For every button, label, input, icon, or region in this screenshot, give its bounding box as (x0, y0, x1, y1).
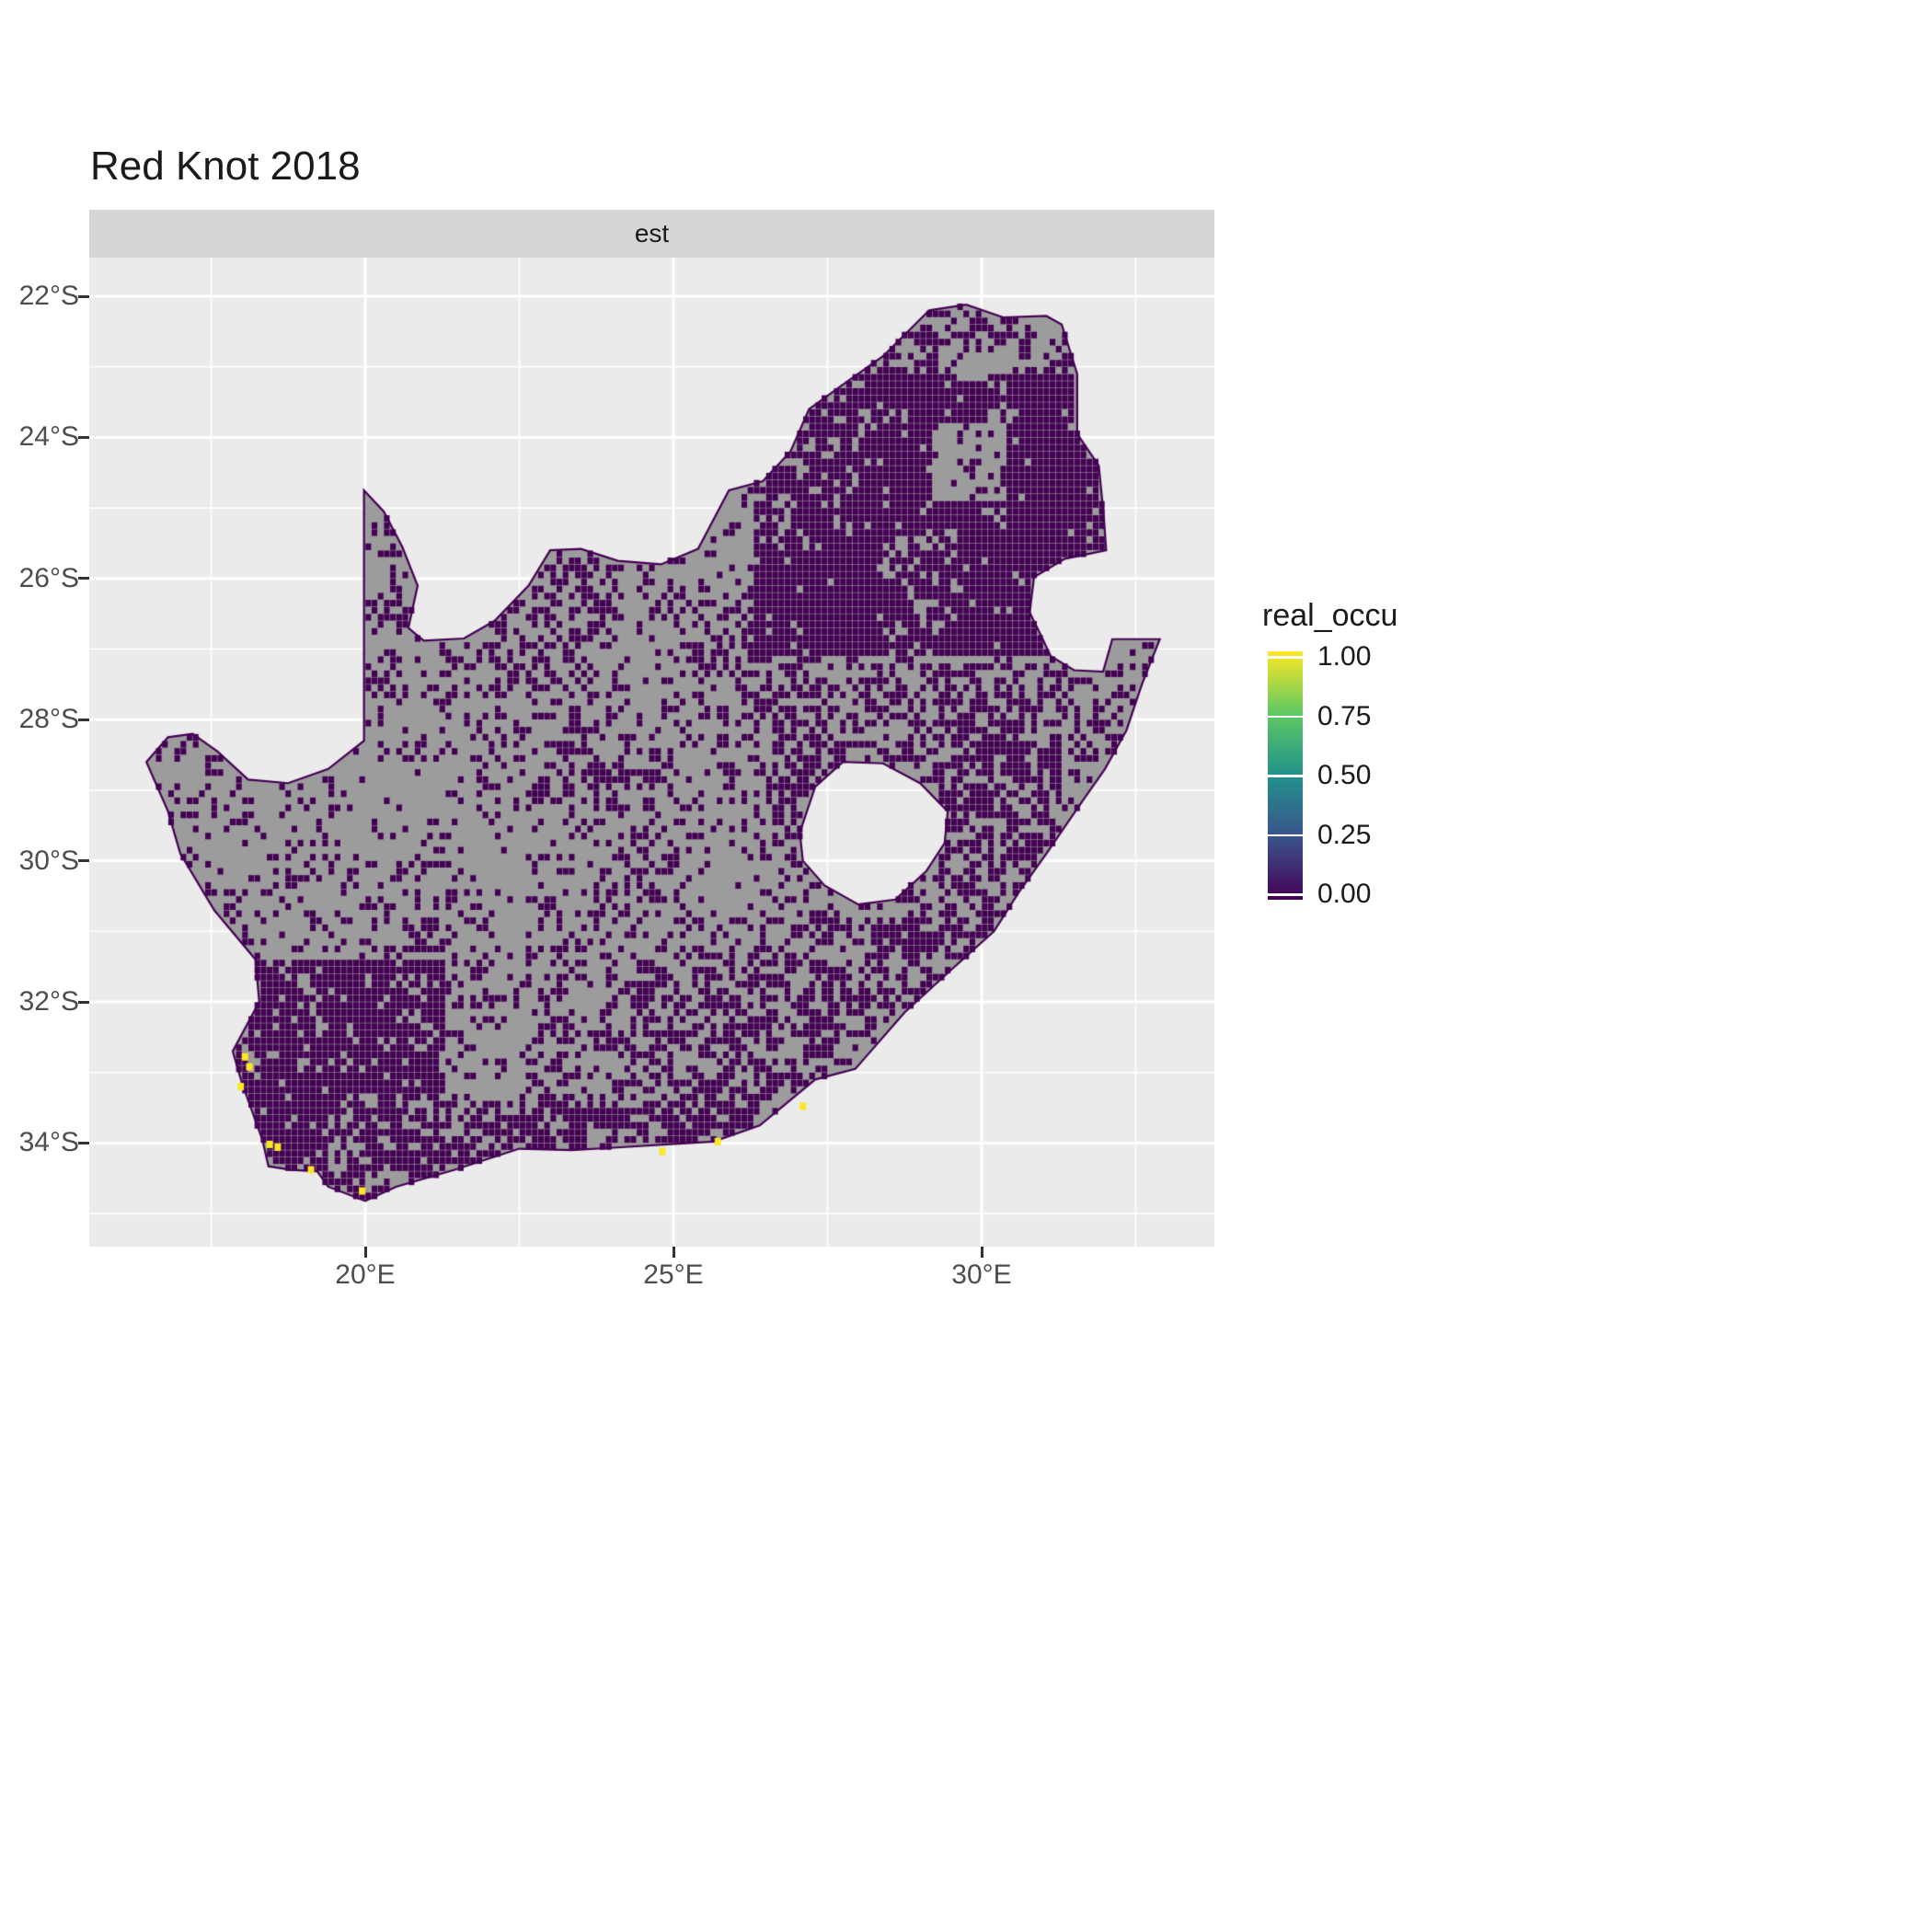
plot-title: Red Knot 2018 (90, 144, 361, 189)
x-axis-tick-label: 20°E (335, 1259, 396, 1290)
legend-tick-label: 1.00 (1317, 641, 1372, 672)
y-tick-mark (78, 577, 89, 581)
legend-colorbar (1268, 651, 1303, 900)
legend-tick-label: 0.00 (1317, 879, 1372, 909)
legend-tick-label: 0.50 (1317, 760, 1372, 790)
x-axis-tick-label: 25°E (643, 1259, 704, 1290)
legend-tick-mark (1268, 775, 1303, 777)
x-axis-tick-label: 30°E (951, 1259, 1012, 1290)
legend-title: real_occu (1262, 598, 1398, 633)
x-tick-mark (672, 1247, 675, 1258)
legend-tick-mark (1268, 834, 1303, 836)
legend-tick-mark (1268, 893, 1303, 896)
y-axis-tick-label: 34°S (18, 1127, 79, 1158)
y-axis-tick-label: 24°S (18, 421, 79, 453)
facet-strip: est (89, 210, 1214, 258)
x-tick-mark (363, 1247, 367, 1258)
legend-tick-label: 0.75 (1317, 700, 1372, 731)
legend-tick-label: 0.25 (1317, 819, 1372, 850)
y-tick-mark (78, 435, 89, 439)
legend-tick-mark (1268, 715, 1303, 718)
y-axis-tick-label: 26°S (18, 562, 79, 593)
map-panel (89, 258, 1214, 1247)
y-axis-tick-label: 32°S (18, 986, 79, 1017)
facet-label: est (634, 219, 670, 247)
x-tick-mark (980, 1247, 983, 1258)
y-axis-tick-label: 30°S (18, 845, 79, 876)
y-tick-mark (78, 718, 89, 721)
y-axis-tick-label: 22°S (18, 281, 79, 311)
y-tick-mark (78, 294, 89, 298)
y-axis-tick-label: 28°S (18, 704, 79, 735)
y-tick-mark (78, 1141, 89, 1144)
legend-tick-mark (1268, 656, 1303, 659)
y-tick-mark (78, 859, 89, 863)
y-tick-mark (78, 1000, 89, 1004)
